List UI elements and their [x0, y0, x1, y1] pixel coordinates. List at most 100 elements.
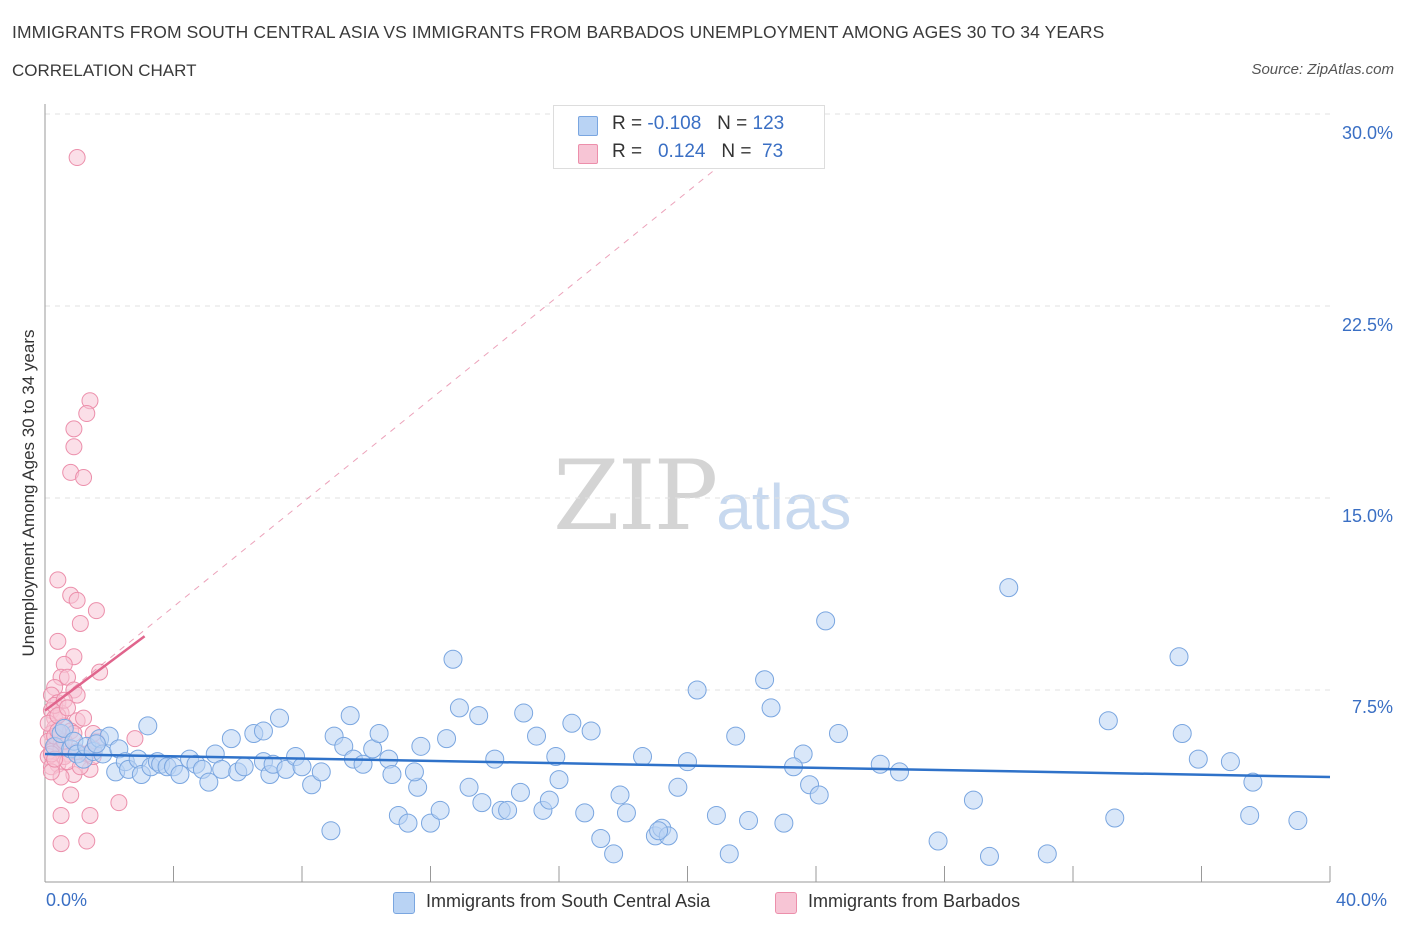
- south-central-asia-point: [212, 759, 232, 779]
- south-central-asia-point: [1243, 772, 1263, 792]
- watermark: ZIPatlas: [553, 440, 851, 552]
- south-central-asia-point: [1172, 724, 1192, 744]
- south-central-asia-point: [649, 821, 669, 841]
- barbados-point: [75, 709, 93, 727]
- south-central-asia-point: [963, 790, 983, 810]
- south-central-asia-point: [411, 736, 431, 756]
- south-central-asia-point: [581, 721, 601, 741]
- south-central-asia-point: [633, 747, 653, 767]
- legend-text: R = -0.108 N = 123: [612, 113, 784, 135]
- barbados-point: [87, 602, 105, 620]
- n-value: 123: [752, 113, 785, 134]
- south-central-asia-point: [1098, 711, 1118, 731]
- south-central-asia-point: [498, 800, 518, 820]
- barbados-point: [65, 420, 83, 438]
- y-tick-label: 30.0%: [1341, 123, 1393, 143]
- south-central-asia-point: [706, 805, 726, 825]
- south-central-asia-point: [449, 698, 469, 718]
- south-central-asia-point: [1105, 808, 1125, 828]
- y-tick-label: 7.5%: [1351, 697, 1393, 717]
- barbados-point: [58, 699, 76, 717]
- n-value: 73: [762, 141, 784, 162]
- south-central-asia-point: [421, 813, 440, 833]
- south-central-asia-point: [1288, 811, 1308, 831]
- trend-line-barbados: [44, 635, 146, 712]
- south-central-asia-point: [382, 764, 402, 784]
- south-central-asia-point: [459, 777, 479, 797]
- barbados-point: [126, 730, 144, 748]
- south-central-asia-point: [616, 803, 636, 823]
- y-tick-label: 22.5%: [1341, 315, 1393, 335]
- south-central-asia-point: [398, 813, 418, 833]
- trend-line-barbados-extension: [44, 121, 775, 711]
- south-central-asia-point: [469, 706, 489, 726]
- r-label: R =: [612, 113, 643, 134]
- south-central-asia-point: [1037, 844, 1057, 864]
- south-central-asia-point: [86, 734, 106, 754]
- south-central-asia-point: [739, 811, 759, 831]
- south-central-asia-point: [816, 611, 836, 631]
- south-central-asia-point: [668, 777, 688, 797]
- r-label: R =: [612, 141, 643, 162]
- south-central-asia-point: [510, 782, 530, 802]
- legend-text: R = 0.124 N = 73: [612, 141, 783, 163]
- south-central-asia-point: [774, 813, 794, 833]
- south-central-asia-point: [726, 726, 746, 746]
- south-central-asia-point: [302, 775, 322, 795]
- south-central-asia-point: [437, 729, 457, 749]
- barbados-point: [62, 786, 80, 804]
- south-central-asia-point: [928, 831, 948, 851]
- barbados-point: [71, 614, 89, 632]
- south-central-asia-point: [678, 752, 697, 772]
- barbados-point: [49, 571, 67, 589]
- grid: [45, 113, 1330, 691]
- south-central-asia-point: [369, 724, 389, 744]
- barbados-point: [110, 794, 128, 812]
- south-central-asia-point: [539, 790, 559, 810]
- barbados-point: [65, 438, 83, 456]
- barbados-point: [78, 832, 96, 850]
- x-tick-label-min: 0.0%: [46, 890, 88, 910]
- south-central-asia-point: [604, 844, 624, 864]
- south-central-asia-point: [1240, 805, 1260, 825]
- south-central-asia-point: [270, 708, 290, 728]
- south-central-asia-point: [221, 729, 241, 749]
- south-central-asia-point: [170, 764, 190, 784]
- south-central-asia-point: [253, 721, 273, 741]
- south-central-asia-point: [979, 846, 999, 866]
- x-tick-label-max: 40.0%: [1336, 890, 1388, 910]
- south-central-asia-point: [472, 793, 492, 813]
- south-central-asia-point: [404, 762, 424, 782]
- south-central-asia-point: [546, 747, 566, 767]
- barbados-point: [49, 632, 67, 650]
- south-central-asia-point: [1188, 749, 1208, 769]
- legend-swatch-blue: [578, 116, 598, 136]
- south-central-asia-point: [755, 670, 775, 690]
- south-central-asia-point: [761, 698, 781, 718]
- n-label: N =: [717, 113, 748, 134]
- south-central-asia-point: [54, 718, 74, 738]
- barbados-point: [68, 149, 86, 167]
- chart-subtitle: CORRELATION CHART: [12, 61, 197, 80]
- south-central-asia-point: [408, 777, 428, 797]
- south-central-asia-point: [575, 803, 595, 823]
- south-central-asia-point: [1169, 647, 1189, 667]
- south-central-asia-point: [485, 749, 505, 769]
- r-value: 0.124: [657, 141, 706, 162]
- barbados-point: [78, 405, 96, 423]
- bottom-legend-label: Immigrants from South Central Asia: [426, 891, 711, 911]
- n-label: N =: [721, 141, 752, 162]
- south-central-asia-point: [527, 726, 547, 746]
- south-central-asia-point: [828, 724, 848, 744]
- south-central-asia-point: [610, 785, 630, 805]
- south-central-asia-point: [199, 772, 219, 792]
- y-axis-label: Unemployment Among Ages 30 to 34 years: [19, 329, 38, 657]
- south-central-asia-point: [1220, 752, 1240, 772]
- bottom-legend-swatch-pink: [775, 892, 797, 914]
- barbados-point: [81, 806, 99, 824]
- south-central-asia-point: [562, 713, 582, 733]
- bottom-legend-label: Immigrants from Barbados: [808, 891, 1021, 911]
- south-central-asia-point: [999, 578, 1019, 598]
- source-label: Source: ZipAtlas.com: [1251, 61, 1394, 78]
